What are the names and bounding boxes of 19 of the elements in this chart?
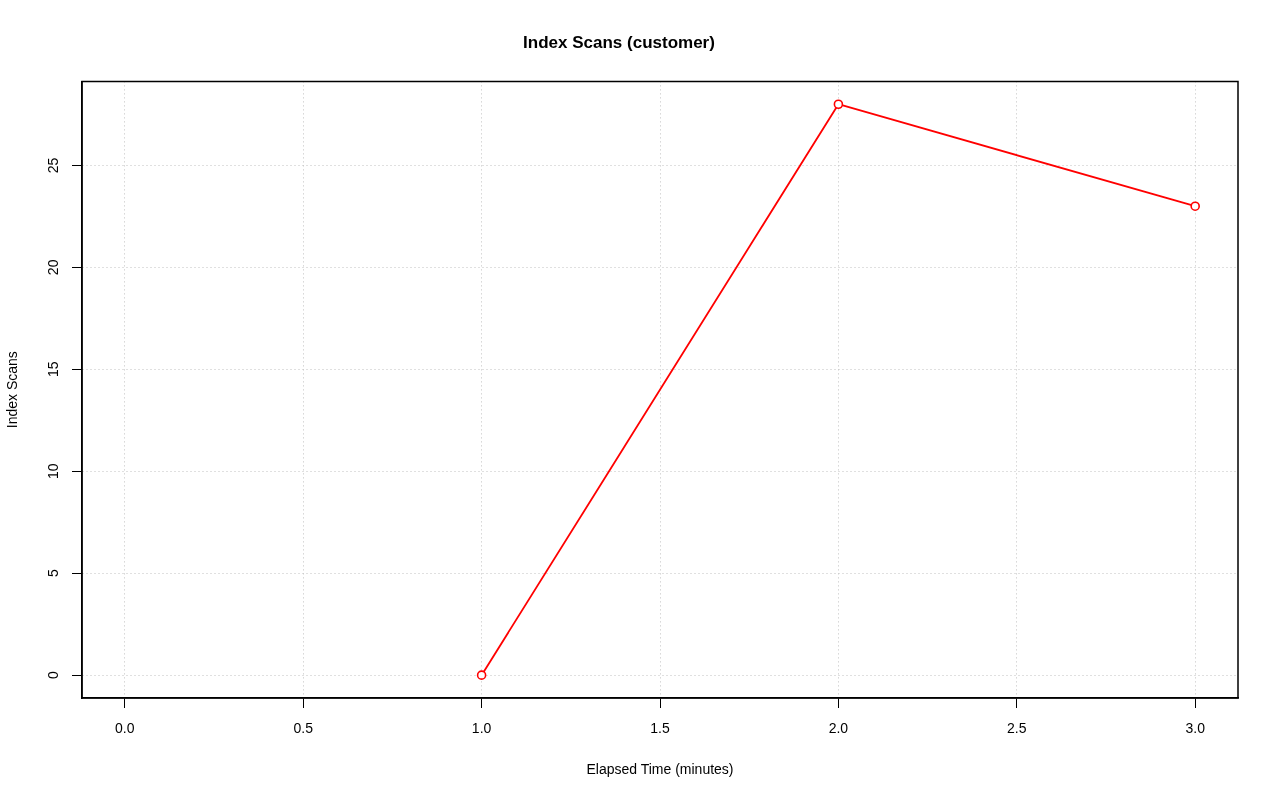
- y-axis-title: Index Scans: [4, 351, 21, 429]
- point: [476, 670, 487, 680]
- x-tick-label: 2.5: [1007, 720, 1027, 737]
- x-axis-title: Elapsed Time (minutes): [586, 761, 734, 778]
- y-tick-label: 10: [45, 463, 62, 480]
- y-tick-label: 25: [45, 157, 62, 174]
- y-tick-label: 15: [45, 361, 62, 378]
- y-tick-label: 20: [45, 259, 62, 276]
- x-tick-label: 0.0: [115, 720, 135, 737]
- x-tick-label: 1.5: [650, 720, 670, 737]
- x-tick-label: 1.0: [471, 720, 492, 737]
- x-tick-label: 3.0: [1185, 720, 1206, 737]
- x-tick-label: 0.5: [293, 720, 314, 737]
- point: [1190, 201, 1200, 211]
- point: [833, 99, 844, 110]
- y-tick-label: 0: [45, 671, 62, 680]
- chart-title: Index Scans (customer): [523, 32, 715, 52]
- x-tick-label: 2.0: [828, 720, 849, 737]
- y-tick-label: 5: [45, 569, 62, 578]
